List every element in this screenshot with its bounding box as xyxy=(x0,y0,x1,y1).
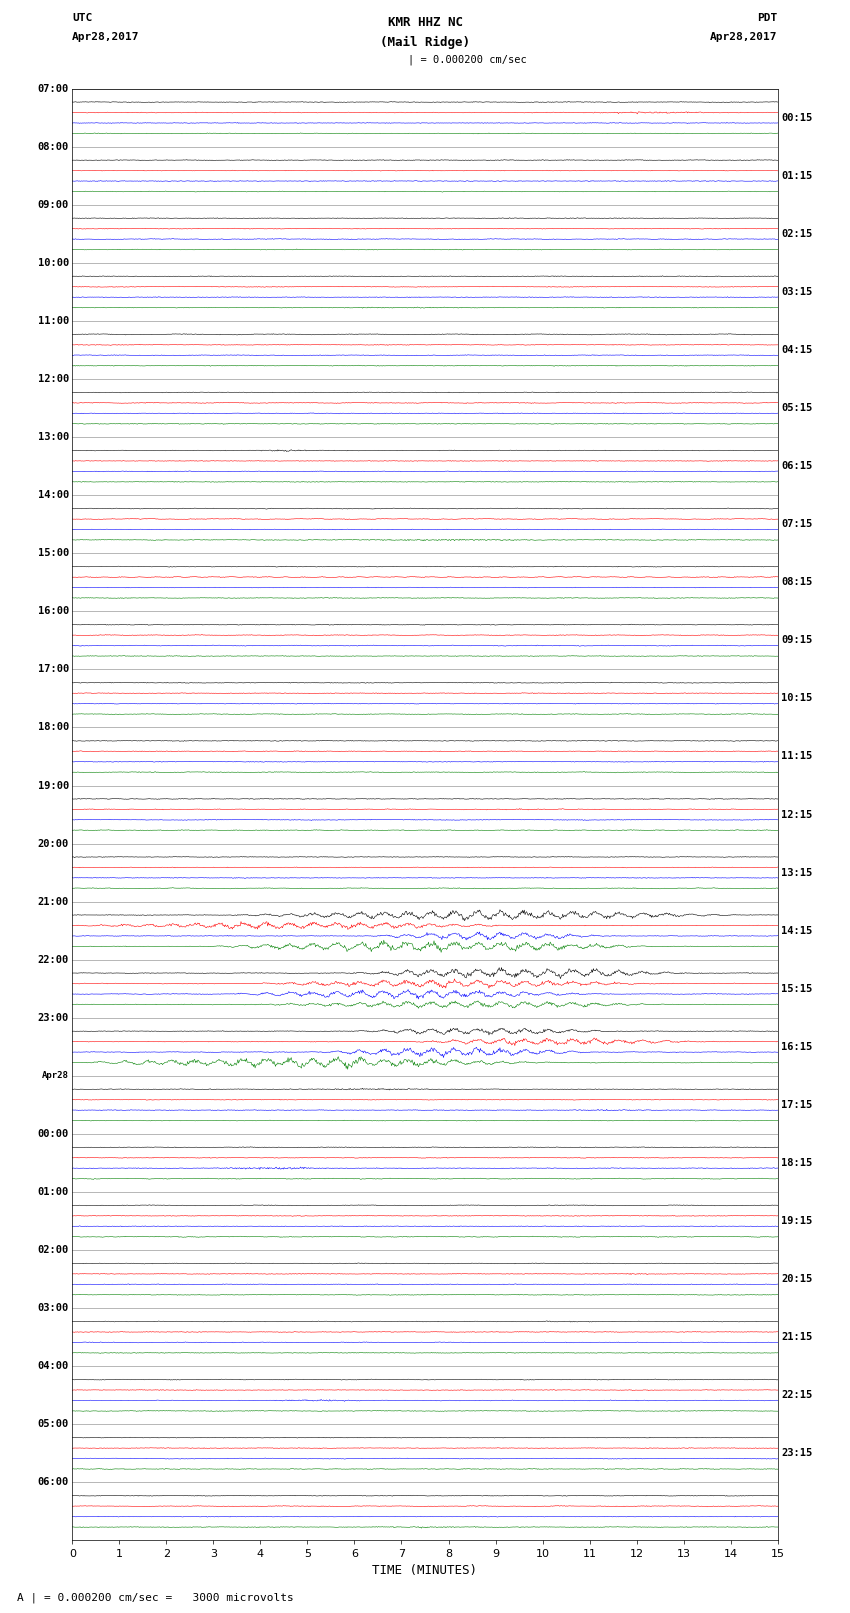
Text: 01:15: 01:15 xyxy=(781,171,813,181)
Text: 08:00: 08:00 xyxy=(37,142,69,152)
Text: KMR HHZ NC: KMR HHZ NC xyxy=(388,16,462,29)
Text: 17:15: 17:15 xyxy=(781,1100,813,1110)
Text: A | = 0.000200 cm/sec =   3000 microvolts: A | = 0.000200 cm/sec = 3000 microvolts xyxy=(17,1592,294,1603)
Text: 10:00: 10:00 xyxy=(37,258,69,268)
Text: 06:00: 06:00 xyxy=(37,1478,69,1487)
Text: 23:15: 23:15 xyxy=(781,1448,813,1458)
X-axis label: TIME (MINUTES): TIME (MINUTES) xyxy=(372,1563,478,1576)
Text: 08:15: 08:15 xyxy=(781,577,813,587)
Text: 03:15: 03:15 xyxy=(781,287,813,297)
Text: 04:00: 04:00 xyxy=(37,1361,69,1371)
Text: 10:15: 10:15 xyxy=(781,694,813,703)
Text: 20:15: 20:15 xyxy=(781,1274,813,1284)
Text: 21:15: 21:15 xyxy=(781,1332,813,1342)
Text: 13:00: 13:00 xyxy=(37,432,69,442)
Text: 22:00: 22:00 xyxy=(37,955,69,965)
Text: 18:00: 18:00 xyxy=(37,723,69,732)
Text: 16:15: 16:15 xyxy=(781,1042,813,1052)
Text: 11:00: 11:00 xyxy=(37,316,69,326)
Text: 16:00: 16:00 xyxy=(37,606,69,616)
Text: 21:00: 21:00 xyxy=(37,897,69,907)
Text: 13:15: 13:15 xyxy=(781,868,813,877)
Text: 20:00: 20:00 xyxy=(37,839,69,848)
Text: 02:15: 02:15 xyxy=(781,229,813,239)
Text: 23:00: 23:00 xyxy=(37,1013,69,1023)
Text: 07:00: 07:00 xyxy=(37,84,69,94)
Text: 17:00: 17:00 xyxy=(37,665,69,674)
Text: 07:15: 07:15 xyxy=(781,519,813,529)
Text: 05:15: 05:15 xyxy=(781,403,813,413)
Text: 04:15: 04:15 xyxy=(781,345,813,355)
Text: 00:15: 00:15 xyxy=(781,113,813,123)
Text: 15:15: 15:15 xyxy=(781,984,813,994)
Text: 09:00: 09:00 xyxy=(37,200,69,210)
Text: Apr28,2017: Apr28,2017 xyxy=(711,32,778,42)
Text: 05:00: 05:00 xyxy=(37,1419,69,1429)
Text: 15:00: 15:00 xyxy=(37,548,69,558)
Text: 11:15: 11:15 xyxy=(781,752,813,761)
Text: 19:00: 19:00 xyxy=(37,781,69,790)
Text: 18:15: 18:15 xyxy=(781,1158,813,1168)
Text: Apr28,2017: Apr28,2017 xyxy=(72,32,139,42)
Text: 09:15: 09:15 xyxy=(781,636,813,645)
Text: 03:00: 03:00 xyxy=(37,1303,69,1313)
Text: 19:15: 19:15 xyxy=(781,1216,813,1226)
Text: PDT: PDT xyxy=(757,13,778,23)
Text: 12:00: 12:00 xyxy=(37,374,69,384)
Text: 14:00: 14:00 xyxy=(37,490,69,500)
Text: 22:15: 22:15 xyxy=(781,1390,813,1400)
Text: | = 0.000200 cm/sec: | = 0.000200 cm/sec xyxy=(408,55,527,66)
Text: 12:15: 12:15 xyxy=(781,810,813,819)
Text: 02:00: 02:00 xyxy=(37,1245,69,1255)
Text: 14:15: 14:15 xyxy=(781,926,813,936)
Text: UTC: UTC xyxy=(72,13,93,23)
Text: 06:15: 06:15 xyxy=(781,461,813,471)
Text: 01:00: 01:00 xyxy=(37,1187,69,1197)
Text: Apr28: Apr28 xyxy=(42,1071,69,1081)
Text: 00:00: 00:00 xyxy=(37,1129,69,1139)
Text: (Mail Ridge): (Mail Ridge) xyxy=(380,35,470,48)
